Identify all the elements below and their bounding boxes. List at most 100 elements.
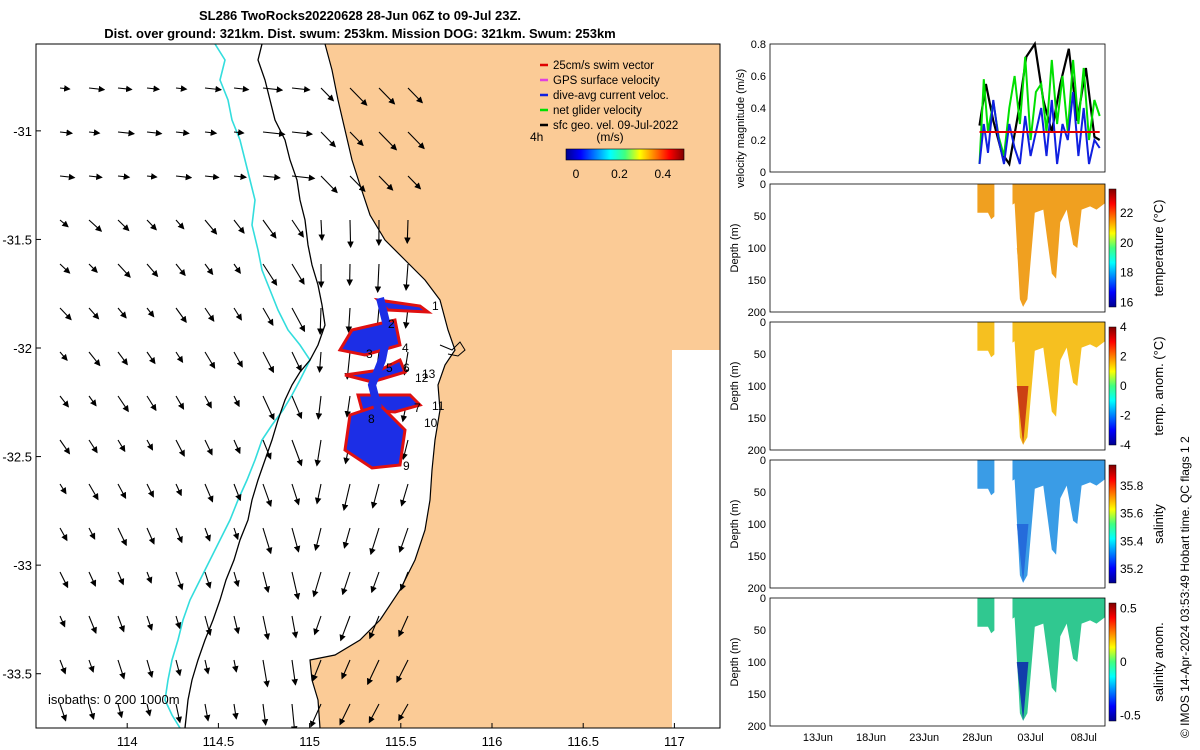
velocity-arrow bbox=[175, 483, 182, 497]
velocity-arrow bbox=[262, 439, 272, 460]
velocity-y-tick-label: 0.4 bbox=[751, 103, 766, 115]
velocity-arrow bbox=[367, 659, 380, 686]
depth-tick-label: 200 bbox=[748, 307, 766, 319]
velocity-arrow bbox=[175, 173, 193, 181]
velocity-arrow bbox=[339, 703, 351, 726]
colorbar-tick-label: 0.4 bbox=[655, 167, 672, 181]
velocity-arrow bbox=[233, 263, 241, 274]
velocity-arrow bbox=[88, 483, 99, 501]
map-x-ticks: 114 114.5 115 115.5 116 116.5 117 bbox=[117, 723, 685, 749]
velocity-arrow bbox=[291, 659, 298, 686]
velocity-arrow bbox=[204, 615, 212, 636]
velocity-arrow bbox=[317, 307, 324, 336]
velocity-arrow bbox=[175, 351, 184, 364]
velocity-arrow bbox=[399, 483, 409, 507]
velocity-arrow bbox=[232, 527, 240, 541]
velocity-arrow bbox=[117, 571, 125, 586]
time-tick-label: 28Jun bbox=[962, 732, 992, 744]
velocity-arrow bbox=[146, 351, 156, 365]
velocity-arrow bbox=[146, 615, 154, 631]
depth-tick-label: 50 bbox=[754, 487, 766, 499]
velocity-arrow bbox=[88, 173, 103, 181]
velocity-arrow bbox=[175, 263, 186, 277]
time-tick-label: 23Jun bbox=[909, 732, 939, 744]
colorbar-tick-label: 20 bbox=[1120, 236, 1134, 250]
velocity-arrow bbox=[146, 263, 159, 278]
velocity-arrow bbox=[146, 527, 155, 545]
velocity-arrow bbox=[401, 439, 409, 461]
velocity-arrow bbox=[88, 219, 103, 232]
depth-tick-label: 150 bbox=[748, 551, 766, 563]
waypoint-label: 1 bbox=[432, 299, 439, 313]
depth-tick-label: 50 bbox=[754, 625, 766, 637]
velocity-arrow bbox=[88, 395, 97, 407]
depth-axis-label: Depth (m) bbox=[729, 500, 741, 549]
velocity-arrow bbox=[117, 263, 131, 278]
velocity-arrow bbox=[59, 527, 68, 542]
velocity-arrow bbox=[232, 659, 239, 673]
profile-deep-tail bbox=[1016, 248, 1029, 307]
velocity-arrow bbox=[204, 439, 213, 456]
velocity-arrow bbox=[204, 395, 212, 409]
profile-data bbox=[977, 598, 1105, 721]
velocity-arrow bbox=[233, 439, 241, 455]
velocity-arrow bbox=[88, 307, 100, 320]
depth-tick-label: 200 bbox=[748, 445, 766, 457]
velocity-arrow bbox=[370, 483, 380, 509]
velocity-arrow bbox=[117, 659, 126, 680]
waypoint-label: 6 bbox=[403, 361, 410, 375]
velocity-arrow bbox=[59, 129, 74, 136]
velocity-arrow bbox=[291, 395, 303, 420]
velocity-arrow bbox=[378, 87, 396, 105]
velocity-arrow bbox=[320, 131, 336, 148]
depth-tick-label: 150 bbox=[748, 275, 766, 287]
velocity-arrow bbox=[262, 483, 273, 507]
isobath-1000m bbox=[164, 44, 311, 728]
velocity-arrow bbox=[174, 615, 182, 630]
colorbar-tick-label: 0 bbox=[573, 167, 580, 181]
velocity-arrow bbox=[314, 483, 322, 505]
depth-tick-label: 0 bbox=[760, 179, 766, 191]
velocity-arrow bbox=[59, 659, 67, 675]
map-x-tick-label: 117 bbox=[664, 734, 685, 749]
velocity-arrow bbox=[313, 527, 322, 552]
velocity-arrow bbox=[232, 703, 239, 720]
map-x-tick-label: 116.5 bbox=[567, 734, 599, 749]
velocity-arrow bbox=[262, 307, 274, 326]
depth-tick-label: 100 bbox=[748, 243, 766, 255]
velocity-arrow bbox=[404, 219, 411, 245]
colorbar-tick-label: 35.4 bbox=[1120, 534, 1144, 548]
profile-panel-salinity: 0 50 100 150 200 Depth (m) 35.2 35.4 35.6 35.8 sal… bbox=[729, 455, 1166, 595]
velocity-arrow bbox=[233, 85, 250, 93]
waypoint-label: 7 bbox=[414, 401, 421, 415]
waypoint-label: 13 bbox=[422, 367, 436, 381]
velocity-arrow bbox=[233, 129, 245, 136]
profile-deep-tail bbox=[1016, 524, 1029, 583]
velocity-arrow bbox=[175, 439, 185, 457]
profile-gap bbox=[994, 322, 1013, 357]
velocity-arrow bbox=[88, 527, 96, 540]
velocity-arrow bbox=[117, 219, 130, 232]
velocity-arrow bbox=[204, 173, 220, 181]
velocity-arrow bbox=[146, 129, 163, 137]
profile-gap bbox=[994, 598, 1013, 633]
velocity-arrow bbox=[88, 351, 101, 367]
velocity-arrow bbox=[204, 219, 218, 235]
velocity-arrow bbox=[341, 571, 351, 596]
velocity-arrow bbox=[175, 571, 184, 591]
colorbar-tick-label: -0.5 bbox=[1120, 709, 1141, 723]
velocity-arrow bbox=[88, 85, 106, 93]
velocity-arrow bbox=[233, 395, 240, 408]
velocity-arrow bbox=[316, 351, 324, 374]
velocity-y-tick-label: 0 bbox=[760, 167, 766, 179]
map-y-tick-label: -33.5 bbox=[2, 667, 32, 682]
depth-tick-label: 200 bbox=[748, 721, 766, 733]
velocity-arrow bbox=[88, 615, 97, 634]
velocity-arrow bbox=[175, 659, 182, 677]
velocity-arrow bbox=[204, 571, 212, 589]
velocity-arrow bbox=[368, 703, 380, 724]
profile-panel-frame bbox=[769, 183, 1106, 313]
velocity-arrow bbox=[315, 395, 323, 420]
